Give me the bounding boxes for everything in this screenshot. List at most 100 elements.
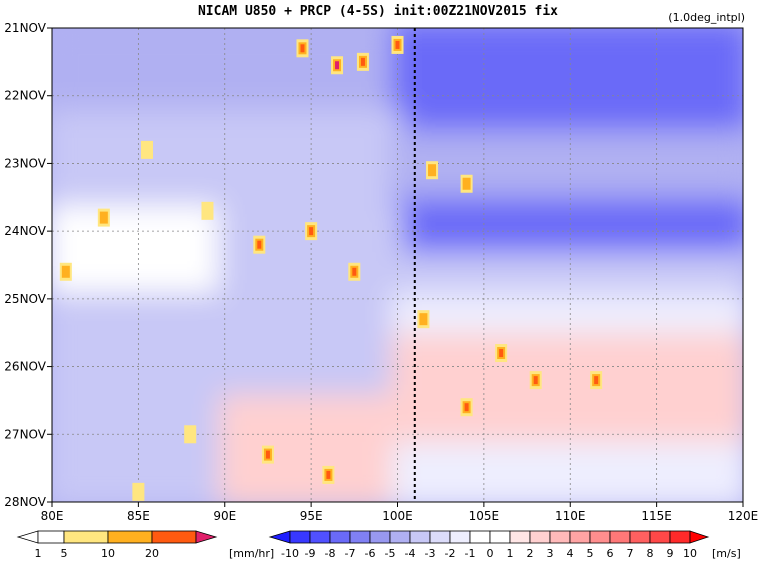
precip-cell (184, 425, 197, 444)
y-tick-label: 27NOV (4, 427, 46, 441)
u850-region (391, 130, 743, 211)
precip-colorbar-swatch (151, 530, 197, 544)
u850-colorbar-label: -10 (281, 547, 299, 560)
u850-colorbar-swatch (449, 530, 471, 544)
precip-colorbar-label: 10 (101, 547, 115, 560)
precip-cell (261, 445, 274, 464)
x-tick-label: 115E (641, 509, 672, 523)
y-tick-label: 28NOV (4, 495, 46, 509)
u850-colorbar-label: 7 (627, 547, 634, 560)
precip-cell (426, 161, 439, 180)
precip-cell (460, 398, 473, 417)
precip-colorbar: 1 5 10 20 [mm/hr] (16, 530, 274, 560)
precip-colorbar-swatch (107, 530, 153, 544)
precip-colorbar-unit: [mm/hr] (229, 547, 274, 560)
u850-region (52, 28, 404, 123)
precip-colorbar-right-arrow (195, 530, 218, 544)
u850-region (52, 292, 404, 407)
u850-region (218, 394, 404, 502)
precip-colorbar-label: 5 (61, 547, 68, 560)
precipitation-cells (59, 35, 603, 501)
u850-colorbar-swatch (609, 530, 631, 544)
precip-cell (59, 262, 72, 281)
u850-colorbar-swatch (469, 530, 491, 544)
u850-region (391, 333, 743, 454)
precip-cell (460, 174, 473, 193)
precip-cell (132, 482, 145, 501)
u850-colorbar-swatch (509, 530, 531, 544)
precip-cell (529, 371, 542, 390)
u850-region (391, 441, 743, 502)
precip-cell (322, 465, 335, 484)
precip-cell (331, 56, 344, 75)
chart-title: NICAM U850 + PRCP (4-5S) init:00Z21NOV20… (198, 4, 558, 19)
precip-cell (391, 35, 404, 54)
x-tick-label: 95E (300, 509, 323, 523)
y-tick-label: 26NOV (4, 360, 46, 374)
u850-colorbar-swatch (629, 530, 651, 544)
grid (52, 28, 743, 502)
precip-cell (495, 344, 508, 363)
u850-colorbar-label: 2 (527, 547, 534, 560)
u850-colorbar-swatch (669, 530, 691, 544)
u850-colorbar-label: 8 (647, 547, 654, 560)
y-tick-label: 23NOV (4, 156, 46, 170)
u850-region (391, 28, 743, 143)
precip-cell (305, 222, 318, 241)
plot-area (52, 28, 743, 502)
precip-cell (417, 310, 430, 329)
u850-colorbar-swatch (409, 530, 431, 544)
u850-colorbar-label: -3 (425, 547, 436, 560)
precip-colorbar-swatch (63, 530, 109, 544)
u850-colorbar-swatch (349, 530, 371, 544)
u850-region (52, 204, 231, 305)
precip-colorbar-left-arrow (16, 530, 39, 544)
precip-colorbar-swatch (37, 530, 65, 544)
x-tick-label: 110E (555, 509, 586, 523)
precip-cell (296, 39, 309, 58)
u850-colorbar-label: -6 (365, 547, 376, 560)
x-axis: 80E 85E 90E 95E 100E 105E 110E 115E 120E (41, 502, 759, 523)
u850-colorbar-swatch (569, 530, 591, 544)
u850-colorbar-swatch (489, 530, 511, 544)
u850-colorbar-label: 5 (587, 547, 594, 560)
u850-colorbar-unit: [m/s] (712, 547, 741, 560)
y-tick-label: 24NOV (4, 224, 46, 238)
u850-colorbar-label: -8 (325, 547, 336, 560)
y-axis: 21NOV 22NOV 23NOV 24NOV 25NOV 26NOV 27NOV 28NOV (4, 21, 52, 509)
u850-colorbar-label: 1 (507, 547, 514, 560)
u850-colorbar-label: 10 (683, 547, 697, 560)
u850-colorbar-swatch (289, 530, 311, 544)
u850-colorbar-label: 0 (487, 547, 494, 560)
u850-colorbar-swatch (549, 530, 571, 544)
u850-colorbar-label: -4 (405, 547, 416, 560)
u850-colorbar-label: -2 (445, 547, 456, 560)
precip-colorbar-label: 20 (145, 547, 159, 560)
y-tick-label: 21NOV (4, 21, 46, 35)
u850-colorbar-swatch (529, 530, 551, 544)
x-tick-label: 105E (469, 509, 500, 523)
u850-colorbar-right-arrow (689, 530, 710, 544)
u850-colorbar-swatch (589, 530, 611, 544)
precip-cell (253, 235, 266, 254)
u850-colorbar-label: 4 (567, 547, 574, 560)
precip-cell (201, 201, 214, 220)
u850-colorbar-swatch (429, 530, 451, 544)
u850-colorbar-swatch (649, 530, 671, 544)
u850-colorbar-swatch (329, 530, 351, 544)
interpolation-note: (1.0deg_intpl) (668, 11, 745, 24)
u850-colorbar-label: -7 (345, 547, 356, 560)
precip-cell (348, 262, 361, 281)
precip-cell (141, 140, 154, 159)
x-tick-label: 80E (41, 509, 64, 523)
precip-cell (356, 52, 369, 71)
u850-colorbar-label: 3 (547, 547, 554, 560)
u850-colorbar-label: -1 (465, 547, 476, 560)
precip-cell (590, 371, 603, 390)
x-tick-label: 120E (728, 509, 759, 523)
x-tick-label: 90E (213, 509, 236, 523)
x-tick-label: 100E (382, 509, 413, 523)
u850-colorbar: -10 -9 -8 -7 -6 -5 -4 -3 -2 -1 0 1 2 3 4 5 6 7 8 9 10 [m/s] (268, 530, 741, 560)
u850-colorbar-label: -9 (305, 547, 316, 560)
